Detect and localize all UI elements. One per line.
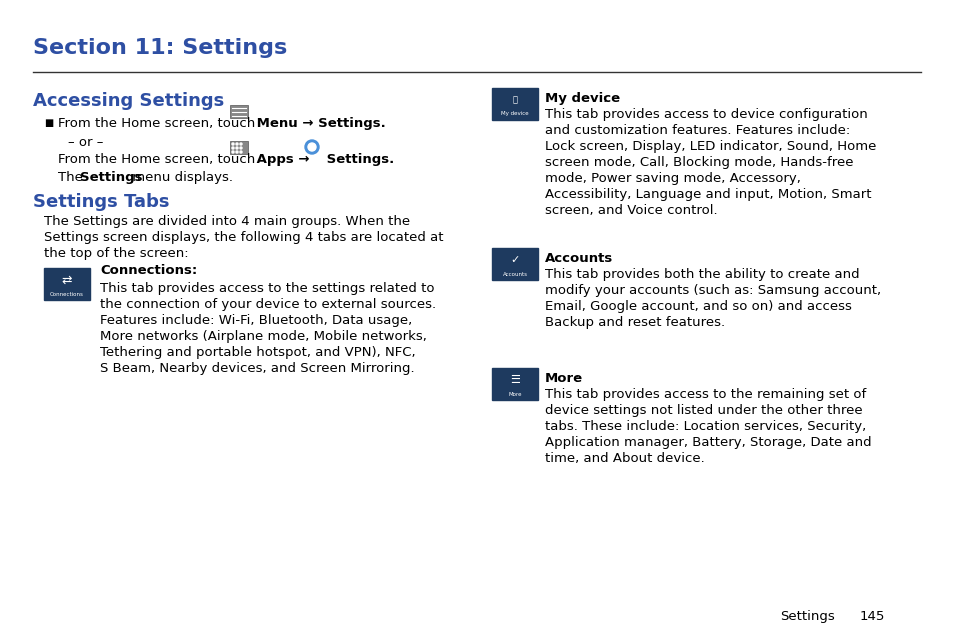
Text: S Beam, Nearby devices, and Screen Mirroring.: S Beam, Nearby devices, and Screen Mirro… <box>100 362 415 375</box>
Text: Accounts: Accounts <box>544 252 613 265</box>
Text: My device: My device <box>544 92 619 105</box>
Circle shape <box>305 140 318 154</box>
Text: – or –: – or – <box>68 136 103 149</box>
Text: mode, Power saving mode, Accessory,: mode, Power saving mode, Accessory, <box>544 172 800 185</box>
Text: time, and About device.: time, and About device. <box>544 452 704 465</box>
Text: Menu → Settings.: Menu → Settings. <box>252 117 385 130</box>
Text: Section 11: Settings: Section 11: Settings <box>33 38 287 58</box>
Text: Accessibility, Language and input, Motion, Smart: Accessibility, Language and input, Motio… <box>544 188 871 201</box>
Text: Apps →: Apps → <box>252 153 314 166</box>
Circle shape <box>235 151 237 153</box>
Text: Settings Tabs: Settings Tabs <box>33 193 170 211</box>
Circle shape <box>240 143 242 145</box>
FancyBboxPatch shape <box>492 248 537 280</box>
Text: the connection of your device to external sources.: the connection of your device to externa… <box>100 298 436 311</box>
Text: Settings: Settings <box>80 171 142 184</box>
Text: screen, and Voice control.: screen, and Voice control. <box>544 204 717 217</box>
Text: ☰: ☰ <box>510 375 519 385</box>
Text: modify your accounts (such as: Samsung account,: modify your accounts (such as: Samsung a… <box>544 284 881 297</box>
Text: the top of the screen:: the top of the screen: <box>44 247 189 260</box>
Text: Lock screen, Display, LED indicator, Sound, Home: Lock screen, Display, LED indicator, Sou… <box>544 140 876 153</box>
Text: :: : <box>598 252 602 265</box>
Circle shape <box>232 147 233 149</box>
Text: Settings.: Settings. <box>322 153 394 166</box>
Circle shape <box>235 143 237 145</box>
FancyBboxPatch shape <box>492 368 537 400</box>
Text: Settings screen displays, the following 4 tabs are located at: Settings screen displays, the following … <box>44 231 443 244</box>
Text: The: The <box>58 171 87 184</box>
Text: Backup and reset features.: Backup and reset features. <box>544 316 724 329</box>
Text: Connections:: Connections: <box>100 264 197 277</box>
Text: Accessing Settings: Accessing Settings <box>33 92 224 110</box>
Text: ✓: ✓ <box>510 255 519 265</box>
Text: From the Home screen, touch: From the Home screen, touch <box>58 117 259 130</box>
Text: Application manager, Battery, Storage, Date and: Application manager, Battery, Storage, D… <box>544 436 871 449</box>
FancyBboxPatch shape <box>492 88 537 120</box>
Text: :: : <box>602 92 607 105</box>
Circle shape <box>235 147 237 149</box>
Text: Accounts: Accounts <box>502 272 527 277</box>
Text: device settings not listed under the other three: device settings not listed under the oth… <box>544 404 862 417</box>
Text: tabs. These include: Location services, Security,: tabs. These include: Location services, … <box>544 420 865 433</box>
Text: This tab provides access to device configuration: This tab provides access to device confi… <box>544 108 867 121</box>
Circle shape <box>308 143 315 151</box>
Circle shape <box>232 143 233 145</box>
FancyBboxPatch shape <box>230 141 248 154</box>
Circle shape <box>240 147 242 149</box>
FancyBboxPatch shape <box>230 105 248 118</box>
Text: More: More <box>508 392 521 396</box>
Circle shape <box>240 151 242 153</box>
Text: and customization features. Features include:: and customization features. Features inc… <box>544 124 849 137</box>
Text: More: More <box>544 372 582 385</box>
Text: Settings: Settings <box>780 610 834 623</box>
Text: The Settings are divided into 4 main groups. When the: The Settings are divided into 4 main gro… <box>44 215 410 228</box>
Text: Email, Google account, and so on) and access: Email, Google account, and so on) and ac… <box>544 300 851 313</box>
Circle shape <box>232 151 233 153</box>
Text: ■: ■ <box>44 118 53 128</box>
Text: More networks (Airplane mode, Mobile networks,: More networks (Airplane mode, Mobile net… <box>100 330 426 343</box>
Text: This tab provides both the ability to create and: This tab provides both the ability to cr… <box>544 268 859 281</box>
Text: This tab provides access to the remaining set of: This tab provides access to the remainin… <box>544 388 865 401</box>
Text: This tab provides access to the settings related to: This tab provides access to the settings… <box>100 282 434 295</box>
Text: Features include: Wi-Fi, Bluetooth, Data usage,: Features include: Wi-Fi, Bluetooth, Data… <box>100 314 412 327</box>
Text: My device: My device <box>500 111 528 116</box>
Text: ⬜: ⬜ <box>512 95 517 104</box>
Text: :: : <box>575 372 578 385</box>
Text: ⇄: ⇄ <box>62 273 72 286</box>
Text: Connections: Connections <box>50 291 84 296</box>
Text: From the Home screen, touch: From the Home screen, touch <box>58 153 259 166</box>
Text: menu displays.: menu displays. <box>128 171 233 184</box>
Text: 145: 145 <box>859 610 884 623</box>
FancyBboxPatch shape <box>44 268 90 300</box>
Text: Tethering and portable hotspot, and VPN), NFC,: Tethering and portable hotspot, and VPN)… <box>100 346 416 359</box>
Text: screen mode, Call, Blocking mode, Hands-free: screen mode, Call, Blocking mode, Hands-… <box>544 156 853 169</box>
